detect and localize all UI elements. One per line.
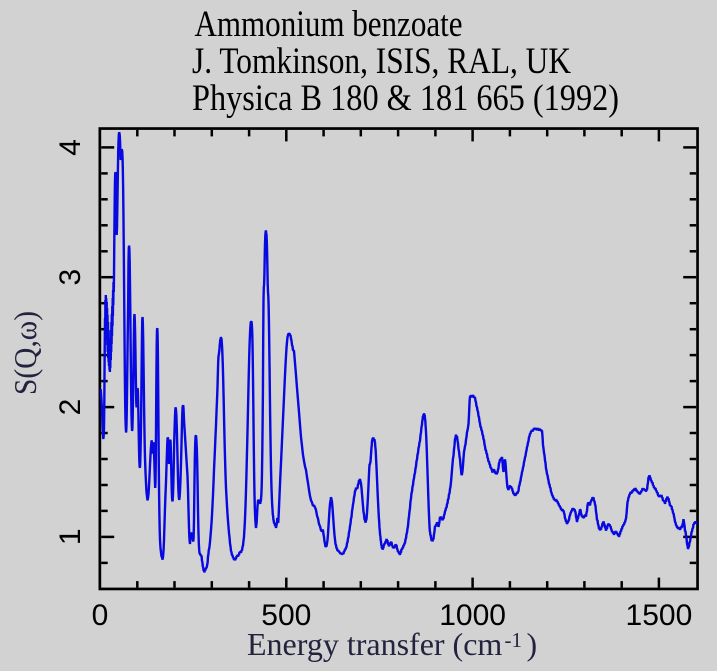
svg-text:500: 500 [261,599,311,632]
svg-text:S(Q,ω): S(Q,ω) [7,311,43,395]
svg-text:3: 3 [54,269,87,286]
svg-text:1000: 1000 [439,599,506,632]
svg-text:Ammonium benzoate: Ammonium benzoate [195,4,463,45]
svg-text:2: 2 [54,399,87,416]
svg-text:1: 1 [54,528,87,545]
svg-text:): ) [527,626,538,662]
svg-text:-1: -1 [505,628,523,652]
svg-text:J. Tomkinson, ISIS, RAL, UK: J. Tomkinson, ISIS, RAL, UK [192,41,571,82]
svg-text:Energy transfer (cm: Energy transfer (cm [247,626,502,662]
svg-text:4: 4 [54,139,87,156]
svg-text:0: 0 [92,599,109,632]
svg-text:1500: 1500 [626,599,693,632]
svg-text:Physica B 180 & 181 665 (1992): Physica B 180 & 181 665 (1992) [192,78,619,119]
